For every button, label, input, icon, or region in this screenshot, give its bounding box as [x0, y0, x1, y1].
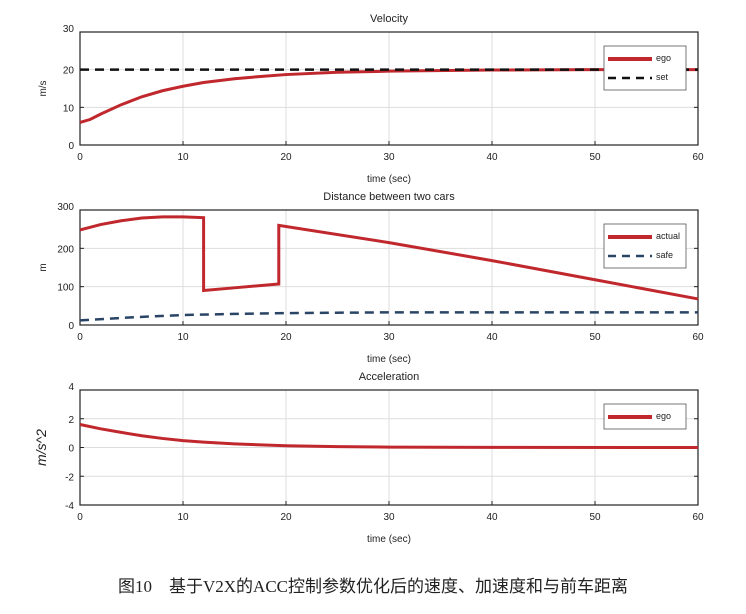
series-actual	[79, 215, 699, 301]
x-axis-label: time (sec)	[367, 354, 411, 365]
subplot-title: Acceleration	[359, 371, 420, 383]
axes-box	[79, 31, 699, 146]
y-tick-label: 300	[57, 202, 74, 213]
x-tick-label: 60	[692, 152, 704, 163]
x-tick-label: 40	[486, 512, 498, 523]
x-tick-label: 0	[77, 152, 83, 163]
y-tick-label: 10	[63, 103, 75, 114]
subplot-2: Distance between two cars 0 10 20 30 40 50 60 0 1…	[38, 191, 704, 365]
y-tick-label: 0	[68, 141, 74, 152]
y-axis-label: m/s	[38, 80, 49, 96]
x-tick-label: 50	[589, 332, 601, 343]
figure-caption: 图10 基于V2X的ACC控制参数优化后的速度、加速度和与前车距离	[117, 577, 628, 596]
legend-box	[603, 223, 687, 269]
legend: ego set	[603, 45, 687, 91]
y-tick-label: 0	[68, 444, 74, 455]
x-tick-label: 30	[383, 332, 395, 343]
subplot-3: Acceleration 0 10 20 30 40 50 60 -4 -2 0 2 4 time (se…	[33, 371, 704, 545]
legend: actual safe	[603, 223, 687, 269]
y-tick-label: 100	[57, 283, 74, 294]
x-tick-label: 30	[383, 512, 395, 523]
axes-box	[79, 209, 699, 326]
x-tick-label: 60	[692, 332, 704, 343]
x-tick-label: 10	[177, 152, 189, 163]
y-tick-label: 20	[63, 66, 75, 77]
subplot-1: Velocity 0 10 20 30 40 50 60 0 10 20 30 time (sec) m/…	[38, 13, 704, 185]
legend: ego	[603, 403, 687, 430]
series-ego	[79, 423, 699, 449]
y-tick-label: 0	[68, 321, 74, 332]
x-axis-label: time (sec)	[367, 534, 411, 545]
legend-box	[603, 45, 687, 91]
x-tick-label: 60	[692, 512, 704, 523]
x-tick-label: 50	[589, 152, 601, 163]
legend-label: ego	[656, 53, 671, 63]
x-tick-label: 0	[77, 512, 83, 523]
x-tick-label: 10	[177, 332, 189, 343]
x-tick-label: 20	[280, 332, 292, 343]
series-safe	[79, 311, 698, 322]
x-tick-label: 10	[177, 512, 189, 523]
legend-label: ego	[656, 411, 671, 421]
subplot-title: Distance between two cars	[323, 191, 455, 203]
x-tick-label: 50	[589, 512, 601, 523]
y-tick-label: -4	[65, 501, 74, 512]
y-axis-label: m/s^2	[33, 429, 49, 466]
x-axis-label: time (sec)	[367, 174, 411, 185]
y-tick-label: -2	[65, 472, 74, 483]
x-tick-label: 20	[280, 512, 292, 523]
x-tick-label: 40	[486, 332, 498, 343]
x-tick-label: 30	[383, 152, 395, 163]
y-tick-label: 30	[63, 24, 75, 35]
x-tick-label: 0	[77, 332, 83, 343]
subplot-title: Velocity	[370, 13, 408, 25]
y-tick-label: 4	[68, 382, 74, 393]
y-tick-label: 2	[68, 415, 74, 426]
legend-label: set	[656, 72, 669, 82]
legend-label: safe	[656, 250, 673, 260]
y-axis-label: m	[38, 263, 49, 271]
y-tick-label: 200	[57, 244, 74, 255]
x-tick-label: 40	[486, 152, 498, 163]
x-tick-label: 20	[280, 152, 292, 163]
legend-label: actual	[656, 231, 680, 241]
